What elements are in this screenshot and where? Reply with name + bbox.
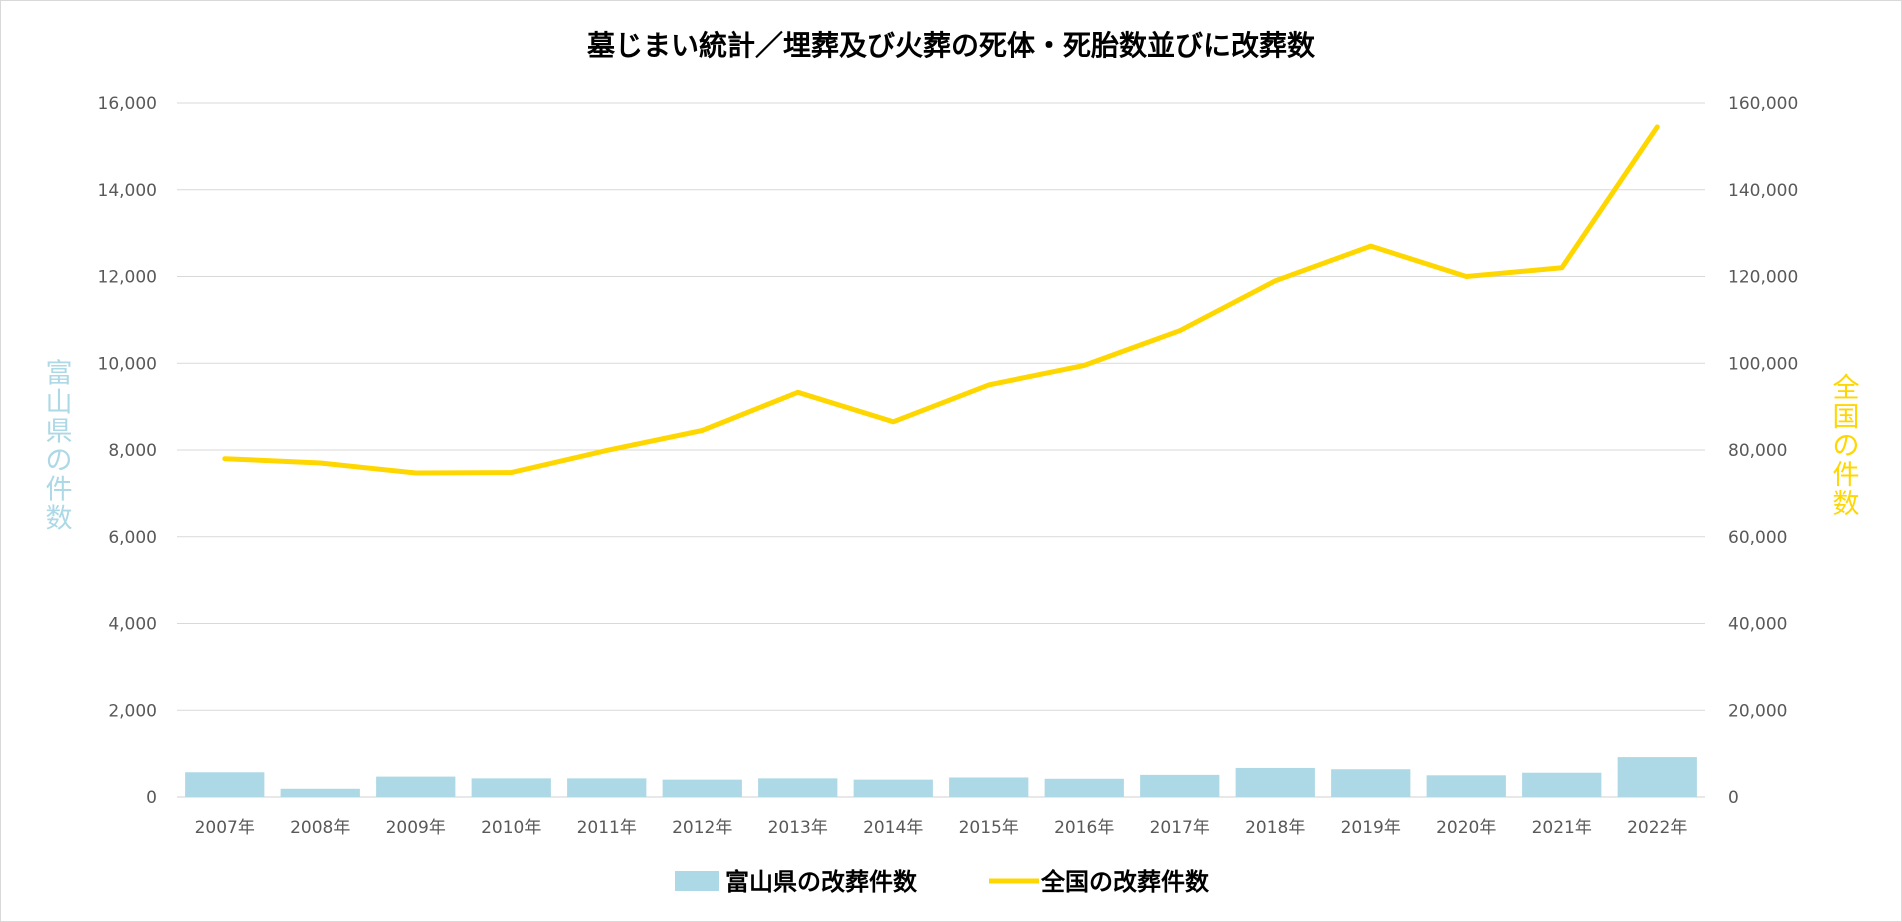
left-tick-label: 16,000 bbox=[98, 94, 157, 114]
bar bbox=[376, 776, 456, 797]
bar bbox=[1617, 757, 1697, 797]
legend-label-toyama: 富山県の改葬件数 bbox=[725, 868, 918, 896]
left-tick-label: 8,000 bbox=[108, 441, 157, 461]
right-tick-label: 120,000 bbox=[1728, 268, 1798, 288]
x-tick-label: 2007年 bbox=[195, 818, 255, 838]
left-tick-label: 12,000 bbox=[98, 268, 157, 288]
bar bbox=[185, 772, 265, 797]
right-y-axis: 0 20,000 40,000 60,000 80,000 100,000 120,000 1… bbox=[1728, 94, 1798, 808]
x-tick-label: 2011年 bbox=[577, 818, 637, 838]
right-axis-title-char: の bbox=[1833, 431, 1860, 462]
right-tick-label: 140,000 bbox=[1728, 181, 1798, 201]
bar bbox=[1235, 767, 1315, 797]
bar bbox=[1044, 778, 1124, 797]
left-tick-label: 6,000 bbox=[108, 528, 157, 548]
bar bbox=[1426, 775, 1506, 797]
bar bbox=[1522, 772, 1602, 797]
right-axis-title-char: 国 bbox=[1833, 402, 1860, 433]
left-axis-title-char: 県 bbox=[46, 417, 73, 448]
x-tick-label: 2022年 bbox=[1627, 818, 1687, 838]
bar bbox=[567, 778, 647, 797]
left-axis-title-char: 数 bbox=[46, 504, 73, 535]
left-axis-title-char: 山 bbox=[46, 388, 73, 419]
right-tick-label: 0 bbox=[1728, 788, 1739, 808]
x-tick-label: 2021年 bbox=[1532, 818, 1592, 838]
right-tick-label: 20,000 bbox=[1728, 701, 1787, 721]
bar bbox=[949, 777, 1029, 797]
left-axis-title-char: の bbox=[46, 446, 73, 477]
bar bbox=[662, 779, 742, 797]
x-tick-label: 2015年 bbox=[959, 818, 1019, 838]
chart-title: 墓じまい統計／埋葬及び火葬の死体・死胎数並びに改葬数 bbox=[586, 29, 1316, 62]
legend-swatch-toyama bbox=[675, 871, 719, 891]
right-axis-title-char: 数 bbox=[1833, 489, 1860, 520]
x-tick-label: 2014年 bbox=[863, 818, 923, 838]
legend: 富山県の改葬件数 全国の改葬件数 bbox=[675, 868, 1210, 896]
bar bbox=[1331, 769, 1411, 797]
bar bbox=[280, 788, 360, 797]
x-tick-label: 2020年 bbox=[1436, 818, 1496, 838]
right-tick-label: 60,000 bbox=[1728, 528, 1787, 548]
left-tick-label: 0 bbox=[146, 788, 157, 808]
bar bbox=[853, 779, 933, 797]
left-tick-label: 14,000 bbox=[98, 181, 157, 201]
series-line bbox=[222, 124, 1660, 476]
x-tick-label: 2009年 bbox=[386, 818, 446, 838]
left-tick-label: 4,000 bbox=[108, 615, 157, 635]
right-axis-title-char: 全 bbox=[1833, 373, 1860, 404]
bar bbox=[471, 778, 551, 797]
left-y-axis: 0 2,000 4,000 6,000 8,000 10,000 12,000 14,000 1… bbox=[98, 94, 157, 808]
x-tick-label: 2018年 bbox=[1245, 818, 1305, 838]
x-tick-label: 2019年 bbox=[1341, 818, 1401, 838]
x-tick-label: 2016年 bbox=[1054, 818, 1114, 838]
x-tick-label: 2017年 bbox=[1150, 818, 1210, 838]
x-tick-label: 2008年 bbox=[290, 818, 350, 838]
left-tick-label: 10,000 bbox=[98, 354, 157, 374]
left-axis-title-char: 件 bbox=[46, 475, 73, 506]
x-axis: 2007年 2008年 2009年 2010年 2011年 2012年 2013年 2014年… bbox=[195, 818, 1688, 838]
x-tick-label: 2013年 bbox=[768, 818, 828, 838]
x-tick-label: 2010年 bbox=[481, 818, 541, 838]
right-axis-title-char: 件 bbox=[1833, 460, 1860, 491]
gridlines bbox=[177, 102, 1705, 798]
legend-label-national: 全国の改葬件数 bbox=[1040, 868, 1210, 896]
x-tick-label: 2012年 bbox=[672, 818, 732, 838]
right-tick-label: 80,000 bbox=[1728, 441, 1787, 461]
bar bbox=[758, 778, 838, 797]
left-tick-label: 2,000 bbox=[108, 701, 157, 721]
right-tick-label: 160,000 bbox=[1728, 94, 1798, 114]
left-axis-title-char: 富 bbox=[46, 359, 73, 390]
bar bbox=[1140, 774, 1220, 797]
right-tick-label: 40,000 bbox=[1728, 615, 1787, 635]
line-series bbox=[222, 124, 1660, 476]
bar-series bbox=[185, 757, 1697, 797]
right-tick-label: 100,000 bbox=[1728, 354, 1798, 374]
